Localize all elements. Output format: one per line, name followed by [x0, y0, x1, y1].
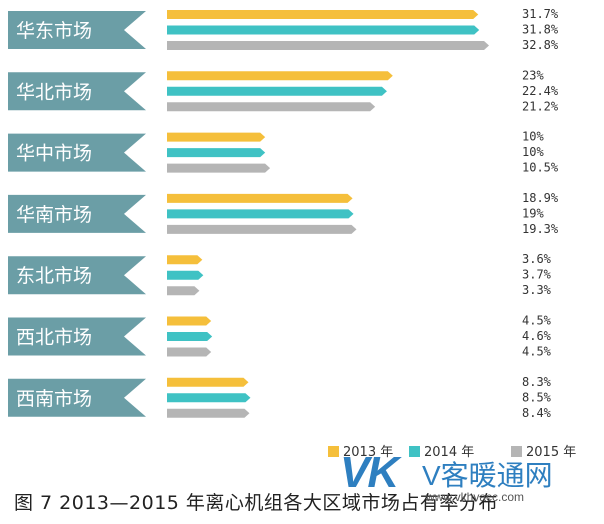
data-label: 32.8%: [522, 38, 559, 52]
legend-label: 2015 年: [526, 445, 576, 460]
data-label: 4.5%: [522, 314, 552, 328]
bar: [167, 270, 204, 280]
category-ribbon: [8, 72, 146, 111]
category-label: 西南市场: [16, 388, 92, 410]
category-label: 西北市场: [16, 327, 92, 349]
data-label: 8.4%: [522, 406, 552, 420]
category-label: 华东市场: [16, 20, 92, 42]
bar: [167, 41, 490, 50]
data-label: 10%: [522, 145, 544, 159]
legend-label: 2014 年: [424, 445, 474, 460]
bar: [167, 132, 266, 142]
legend-swatch: [409, 446, 420, 457]
data-label: 8.3%: [522, 375, 552, 389]
bar: [167, 71, 393, 81]
category-label: 华北市场: [16, 81, 92, 103]
bar: [167, 393, 251, 403]
bar: [167, 163, 271, 173]
data-label: 3.6%: [522, 252, 552, 266]
bar: [167, 209, 354, 219]
bar: [167, 332, 213, 341]
bar: [167, 255, 203, 265]
data-label: 4.6%: [522, 329, 552, 343]
data-label: 19%: [522, 206, 544, 220]
bar: [167, 148, 266, 158]
data-label: 31.8%: [522, 23, 559, 37]
bar: [167, 25, 480, 35]
data-label: 3.7%: [522, 268, 552, 282]
data-label: 31.7%: [522, 7, 559, 21]
bar: [167, 347, 212, 357]
bar: [167, 286, 200, 296]
bar: [167, 408, 250, 418]
bar: [167, 10, 479, 19]
data-label: 10.5%: [522, 161, 559, 175]
legend-swatch: [328, 446, 339, 457]
data-label: 23%: [522, 68, 544, 82]
category-ribbon: [8, 378, 146, 417]
category-ribbon: [8, 11, 146, 49]
data-label: 8.5%: [522, 390, 552, 404]
data-label: 4.5%: [522, 345, 552, 359]
watermark-url: www.vkhvacc.com: [426, 490, 525, 504]
category-label: 华中市场: [16, 143, 92, 165]
watermark: VK V客暖通网 www.vkhvacc.com: [340, 448, 553, 504]
category-ribbon: [8, 194, 146, 233]
category-ribbon: [8, 317, 146, 356]
category-ribbon: [8, 256, 146, 295]
bar: [167, 224, 357, 234]
category-label: 东北市场: [16, 265, 92, 287]
bar: [167, 316, 212, 326]
data-label: 22.4%: [522, 84, 559, 98]
bar: [167, 193, 353, 203]
legend-label: 2013 年: [343, 445, 393, 460]
data-label: 3.3%: [522, 283, 552, 297]
data-label: 10%: [522, 130, 544, 144]
watermark-logo: VK: [340, 448, 399, 497]
data-label: 18.9%: [522, 191, 559, 205]
data-label: 19.3%: [522, 222, 559, 236]
category-ribbon: [8, 133, 146, 172]
watermark-text: V客暖通网: [422, 460, 553, 491]
legend-swatch: [511, 446, 522, 457]
bar: [167, 102, 376, 112]
bar: [167, 377, 249, 387]
bar-chart: 华东市场 31.7% 31.8%32.8% 华北市场 23% 22.4%21.2% 华中市场…: [8, 7, 576, 460]
figure-caption: 图 7 2013—2015 年离心机组各大区域市场占有率分布: [14, 492, 498, 514]
bar: [167, 86, 387, 96]
category-label: 华南市场: [16, 204, 92, 226]
data-label: 21.2%: [522, 99, 559, 113]
